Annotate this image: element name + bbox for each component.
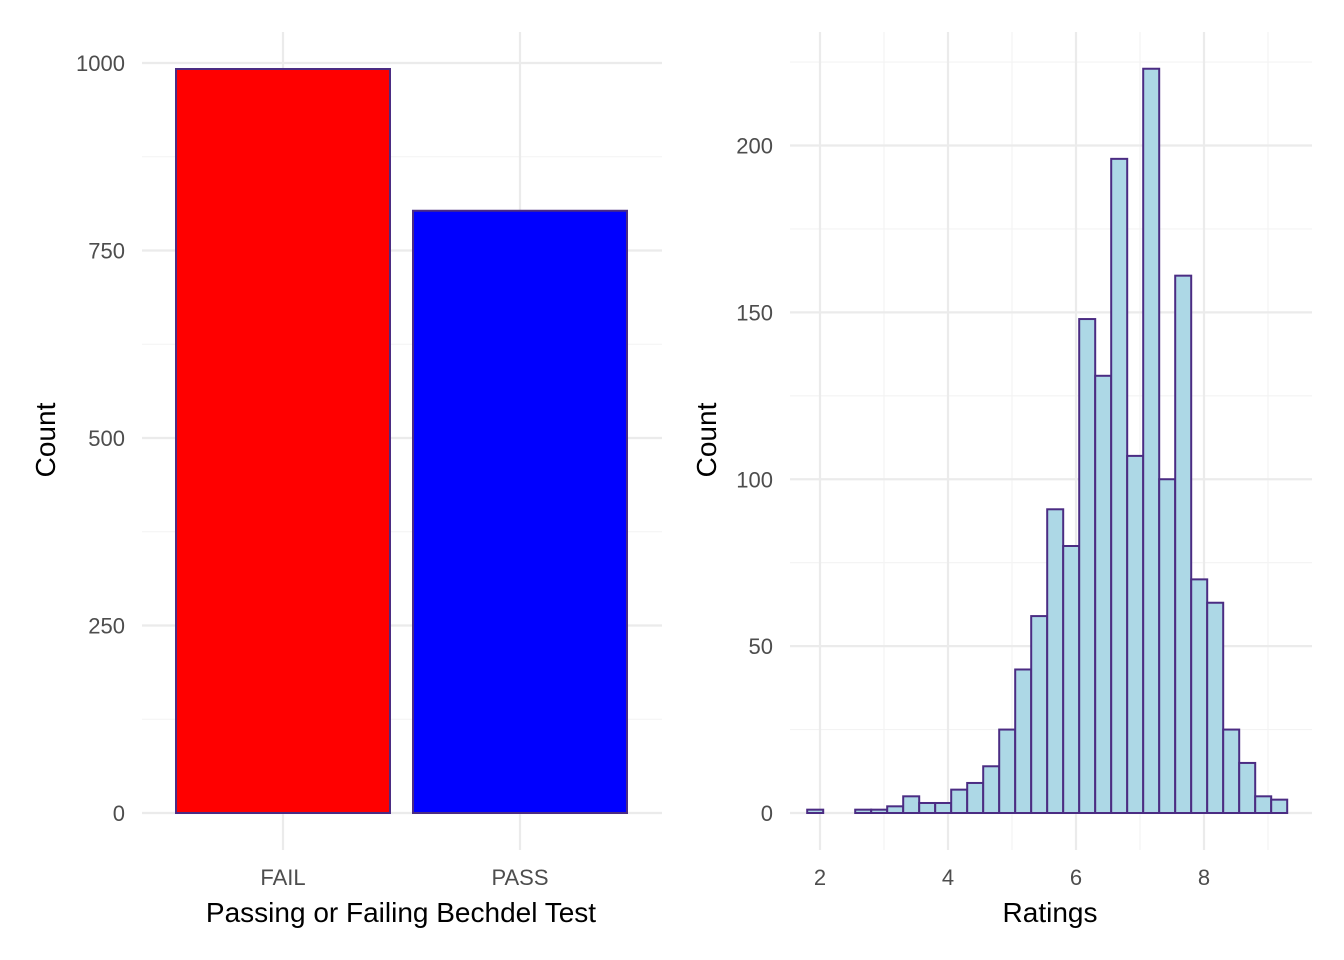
y-tick-label: 150	[736, 300, 773, 325]
histogram-bin	[806, 808, 825, 814]
histogram-bin	[1142, 67, 1161, 815]
histogram-bin	[966, 781, 985, 815]
x-axis-title: Passing or Failing Bechdel Test	[206, 897, 596, 928]
y-tick-label: 0	[761, 801, 773, 826]
histogram-bin	[1126, 454, 1145, 814]
bar-fail	[175, 68, 391, 814]
x-tick-label: 2	[814, 865, 826, 890]
histogram-bin	[902, 795, 921, 814]
histogram-bin	[982, 765, 1001, 815]
ratings-histogram: 0 50 100 150 200 2 4 6 8 Ratings Count	[691, 32, 1312, 928]
histogram-bin	[854, 808, 873, 814]
y-tick-label: 500	[88, 426, 125, 451]
y-tick-label: 250	[88, 614, 125, 639]
histogram-bin	[918, 801, 937, 814]
histogram-bin	[1158, 478, 1177, 814]
histogram-bin	[1190, 578, 1209, 814]
histogram-bin	[1174, 274, 1193, 815]
histogram-bin	[1110, 157, 1129, 815]
histogram-bin	[1014, 668, 1033, 814]
histogram-bin	[1046, 508, 1065, 814]
x-tick-label: FAIL	[260, 865, 305, 890]
y-tick-label: 200	[736, 134, 773, 159]
y-tick-label: 1000	[76, 51, 125, 76]
y-tick-label: 0	[113, 801, 125, 826]
x-axis-title: Ratings	[1003, 897, 1098, 928]
histogram-bin	[1254, 795, 1273, 814]
x-tick-label: 8	[1198, 865, 1210, 890]
x-tick-label: PASS	[491, 865, 548, 890]
histogram-bin	[934, 801, 953, 814]
y-axis-title: Count	[691, 402, 722, 477]
histogram-bin	[886, 805, 905, 815]
histogram-bin	[1094, 374, 1113, 814]
y-axis-title: Count	[30, 402, 61, 477]
x-tick-label: 4	[942, 865, 954, 890]
histogram-bin	[1238, 761, 1257, 814]
histogram-bin	[1078, 318, 1097, 814]
histogram-bin	[1222, 728, 1241, 814]
bar-pass	[412, 209, 628, 814]
histogram-bin	[1062, 545, 1081, 814]
x-tick-label: 6	[1070, 865, 1082, 890]
histogram-bin	[998, 728, 1017, 814]
y-tick-label: 50	[749, 634, 773, 659]
histogram-bin	[1206, 601, 1225, 814]
y-tick-label: 100	[736, 467, 773, 492]
histogram-bin	[870, 808, 889, 814]
histogram-bin	[950, 788, 969, 815]
bechdel-bar-chart: 0 250 500 750 1000 FAIL PASS Passing or Failing…	[30, 32, 662, 928]
histogram-bin	[1030, 615, 1049, 815]
histogram-bin	[1270, 798, 1289, 815]
y-tick-label: 750	[88, 239, 125, 264]
